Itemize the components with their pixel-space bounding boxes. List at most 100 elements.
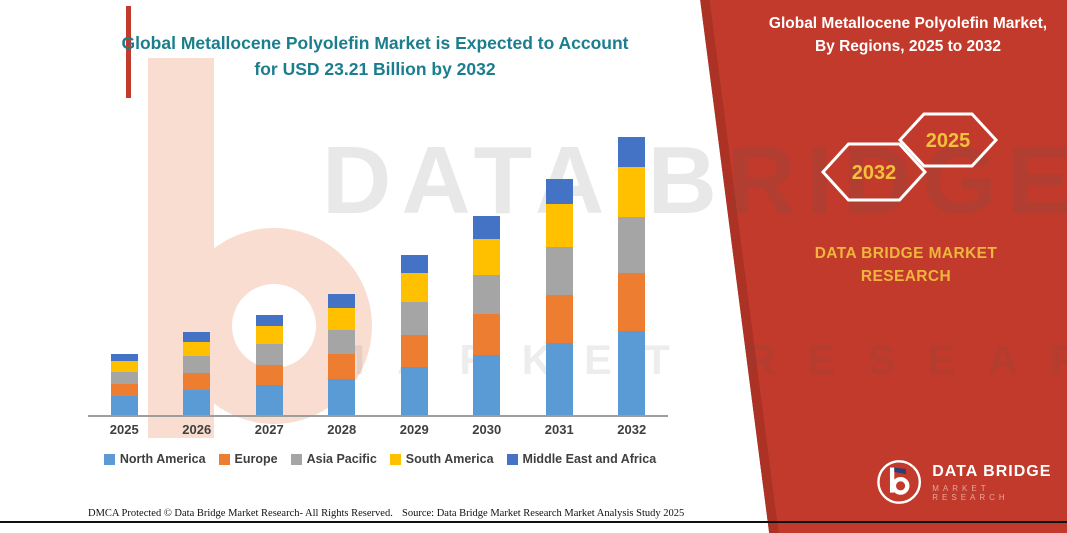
segment-middle-east-and-africa-2029 <box>400 255 428 274</box>
footer-copyright: DMCA Protected © Data Bridge Market Rese… <box>88 508 393 519</box>
segment-south-america-2029 <box>400 273 428 303</box>
segment-north-america-2032 <box>618 331 646 415</box>
legend-label-middle-east-and-africa: Middle East and Africa <box>522 452 657 466</box>
bar-column-2027 <box>233 113 306 415</box>
legend-swatch-middle-east-and-africa <box>506 453 518 465</box>
legend-label-europe: Europe <box>234 452 278 466</box>
bar-column-2030 <box>451 113 524 415</box>
x-axis-label-2030: 2030 <box>472 422 502 437</box>
x-axis-label-2032: 2032 <box>617 422 647 437</box>
stacked-bar-2031 <box>545 178 573 415</box>
legend-item-asia-pacific: Asia Pacific <box>290 452 377 466</box>
x-axis-label-2027: 2027 <box>254 422 284 437</box>
bar-column-2031 <box>523 113 596 415</box>
legend-label-asia-pacific: Asia Pacific <box>306 452 377 466</box>
chart-title-line1: Global Metallocene Polyolefin Market is … <box>121 33 629 53</box>
watermark-text-primary: DATA BRIDGE <box>322 127 1067 234</box>
segment-middle-east-and-africa-2030 <box>473 215 501 239</box>
segment-europe-2030 <box>473 314 501 355</box>
legend-label-south-america: South America <box>405 452 494 466</box>
stacked-bar-2030 <box>473 215 501 415</box>
x-axis-label-2028: 2028 <box>327 422 357 437</box>
stacked-bar-2032 <box>618 136 646 415</box>
x-axis-label-2031: 2031 <box>544 422 574 437</box>
logo-watermark-flag <box>126 6 131 98</box>
company-logo-name: DATA BRIDGE <box>932 462 1052 480</box>
segment-middle-east-and-africa-2028 <box>328 293 356 309</box>
chart-legend: North America Europe Asia Pacific South Ame… <box>55 452 705 466</box>
segment-asia-pacific-2030 <box>473 274 501 315</box>
bar-column-2025 <box>88 113 161 415</box>
stacked-bar-2026 <box>183 332 211 415</box>
x-axis-label-2029: 2029 <box>399 422 429 437</box>
badge-year-front: 2025 <box>926 130 971 152</box>
segment-asia-pacific-2031 <box>545 247 573 295</box>
segment-south-america-2030 <box>473 238 501 275</box>
x-axis-label-2025: 2025 <box>109 422 139 437</box>
segment-asia-pacific-2029 <box>400 302 428 335</box>
segment-south-america-2032 <box>618 166 646 218</box>
segment-asia-pacific-2025 <box>110 371 138 384</box>
stacked-bar-2027 <box>255 315 283 415</box>
stacked-bar-2028 <box>328 293 356 415</box>
legend-swatch-europe <box>218 453 230 465</box>
hexagon-2025-outline <box>897 112 999 168</box>
bar-column-2028 <box>306 113 379 415</box>
segment-middle-east-and-africa-2032 <box>618 136 646 167</box>
segment-middle-east-and-africa-2031 <box>545 178 573 204</box>
segment-europe-2026 <box>183 373 211 390</box>
legend-swatch-south-america <box>389 453 401 465</box>
bar-column-2029 <box>378 113 451 415</box>
bar-column-2026 <box>161 113 234 415</box>
hexagon-badges-graphic: 2032 2025 <box>820 112 999 202</box>
segment-north-america-2026 <box>183 389 211 415</box>
legend-item-north-america: North America <box>103 452 206 466</box>
segment-south-america-2026 <box>183 341 211 357</box>
segment-south-america-2027 <box>255 326 283 345</box>
brand-line2: RESEARCH <box>860 268 952 286</box>
company-logo: DATA BRIDGE MARKET RESEARCH <box>876 458 1067 506</box>
brand-line1: DATA BRIDGE MARKET <box>814 245 998 262</box>
segment-asia-pacific-2027 <box>255 344 283 365</box>
badge-year-back: 2032 <box>852 162 897 184</box>
legend-item-europe: Europe <box>218 452 278 466</box>
segment-asia-pacific-2028 <box>328 329 356 354</box>
segment-middle-east-and-africa-2025 <box>110 353 138 362</box>
watermark-text-secondary: MARKET RESEARCH <box>330 336 1067 383</box>
segment-europe-2027 <box>255 364 283 385</box>
segment-north-america-2030 <box>473 355 501 415</box>
legend-swatch-asia-pacific <box>290 453 302 465</box>
segment-asia-pacific-2032 <box>618 217 646 274</box>
legend-label-north-america: North America <box>119 452 206 466</box>
segment-europe-2025 <box>110 383 138 396</box>
legend-swatch-north-america <box>103 453 115 465</box>
company-logo-text: DATA BRIDGE MARKET RESEARCH <box>932 463 1067 502</box>
company-logo-subtitle: MARKET RESEARCH <box>932 483 1009 502</box>
segment-south-america-2031 <box>545 203 573 247</box>
chart-title-line2: for USD 23.21 Billion by 2032 <box>254 59 496 80</box>
segment-north-america-2027 <box>255 385 283 415</box>
x-axis-label-2026: 2026 <box>182 422 212 437</box>
panel-title: Global Metallocene Polyolefin Market, By… <box>768 15 1048 56</box>
company-logo-icon <box>877 460 922 504</box>
legend-item-middle-east-and-africa: Middle East and Africa <box>506 452 657 466</box>
segment-europe-2031 <box>545 295 573 343</box>
bar-column-2032 <box>596 113 669 415</box>
brand-wordmark: DATA BRIDGE MARKET RESEARCH <box>790 242 1022 289</box>
segment-south-america-2028 <box>328 308 356 330</box>
year-hexagon-badges: 2032 2025 <box>818 100 1006 217</box>
stacked-bar-2025 <box>110 353 138 415</box>
stacked-bar-chart <box>88 113 668 417</box>
legend-item-south-america: South America <box>389 452 494 466</box>
segment-middle-east-and-africa-2026 <box>183 332 211 342</box>
segment-europe-2028 <box>328 353 356 379</box>
footer-divider <box>0 521 1067 523</box>
segment-asia-pacific-2026 <box>183 356 211 374</box>
segment-north-america-2029 <box>400 367 428 415</box>
segment-south-america-2025 <box>110 361 138 372</box>
footer-source: Source: Data Bridge Market Research Mark… <box>402 508 685 519</box>
segment-north-america-2028 <box>328 379 356 415</box>
chart-title: Global Metallocene Polyolefin Market is … <box>90 30 660 83</box>
segment-europe-2032 <box>618 273 646 331</box>
stacked-bar-2029 <box>400 255 428 415</box>
